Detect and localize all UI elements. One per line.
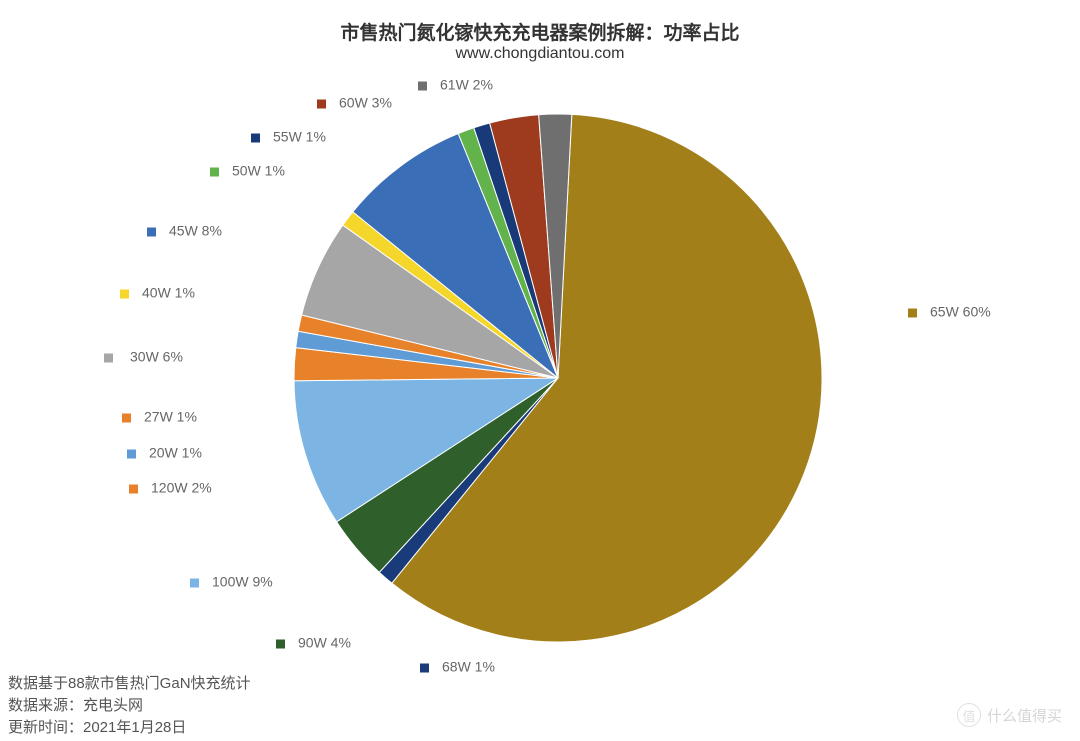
watermark-text: 什么值得买 — [987, 705, 1062, 726]
legend-marker-68W — [420, 664, 429, 673]
watermark-icon: 值 — [957, 703, 981, 727]
slice-label-45W: 45W 8% — [169, 223, 222, 239]
slice-label-61W: 61W 2% — [440, 77, 493, 93]
legend-marker-60W — [317, 100, 326, 109]
legend-marker-30W — [104, 354, 113, 363]
slice-label-65W: 65W 60% — [930, 304, 991, 320]
footer-line-1: 数据基于88款市售热门GaN快充统计 — [8, 672, 251, 693]
legend-marker-50W — [210, 168, 219, 177]
legend-marker-27W — [122, 414, 131, 423]
legend-marker-55W — [251, 134, 260, 143]
slice-label-90W: 90W 4% — [298, 635, 351, 651]
slice-label-55W: 55W 1% — [273, 129, 326, 145]
legend-marker-40W — [120, 290, 129, 299]
pie-chart: 65W 60% 68W 1% 90W 4% 100W 9% 120W 2% 20W 1% 2… — [0, 0, 1080, 741]
slice-label-60W: 60W 3% — [339, 95, 392, 111]
footer-line-3: 更新时间：2021年1月28日 — [8, 716, 186, 737]
legend-marker-100W — [190, 579, 199, 588]
legend-marker-120W — [129, 485, 138, 494]
slice-label-27W: 27W 1% — [144, 409, 197, 425]
slice-label-100W: 100W 9% — [212, 574, 273, 590]
slice-label-30W: 30W 6% — [130, 349, 183, 365]
slice-label-120W: 120W 2% — [151, 480, 212, 496]
watermark: 值 什么值得买 — [957, 703, 1062, 727]
slice-label-68W: 68W 1% — [442, 659, 495, 675]
slice-label-40W: 40W 1% — [142, 285, 195, 301]
legend-marker-90W — [276, 640, 285, 649]
legend-marker-65W — [908, 309, 917, 318]
legend-marker-61W — [418, 82, 427, 91]
legend-marker-20W — [127, 450, 136, 459]
footer-line-2: 数据来源：充电头网 — [8, 694, 143, 715]
legend-marker-45W — [147, 228, 156, 237]
slice-label-50W: 50W 1% — [232, 163, 285, 179]
slice-label-20W: 20W 1% — [149, 445, 202, 461]
